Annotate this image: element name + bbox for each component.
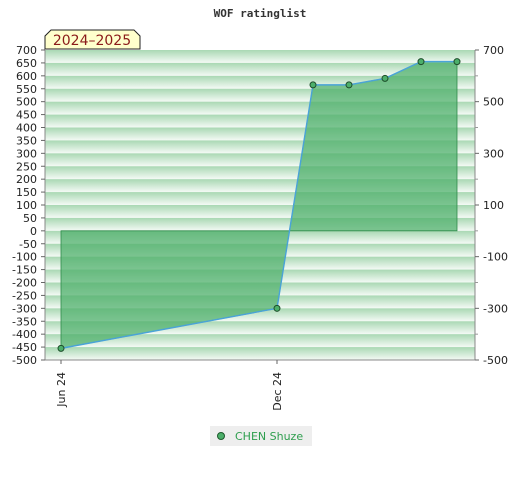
- y-left-tick-label: 300: [16, 147, 37, 160]
- y-left-tick-label: -50: [19, 238, 37, 251]
- y-right-tick-label: -300: [483, 302, 508, 315]
- y-left-tick-label: 0: [30, 225, 37, 238]
- y-left-tick-label: 450: [16, 109, 37, 122]
- data-point: [453, 58, 461, 66]
- x-tick-label: Dec 24: [271, 372, 284, 411]
- series-markers: [57, 58, 461, 352]
- y-left-tick-label: 100: [16, 199, 37, 212]
- legend-marker-icon: [217, 432, 225, 440]
- y-left-tick-label: -150: [12, 264, 37, 277]
- grid-band: [45, 347, 475, 360]
- y-right-tick-label: -500: [483, 354, 508, 367]
- grid-band: [45, 62, 475, 76]
- data-point: [417, 58, 425, 66]
- y-axis-right: 700 500 300 100 -100 -300 -500: [475, 44, 508, 367]
- legend-label: CHEN Shuze: [235, 430, 303, 443]
- y-left-tick-label: 350: [16, 134, 37, 147]
- y-left-tick-label: 700: [16, 44, 37, 57]
- data-point: [309, 81, 317, 89]
- y-right-tick-label: 700: [483, 44, 504, 57]
- y-left-tick-label: 400: [16, 122, 37, 135]
- y-left-tick-label: -100: [12, 251, 37, 264]
- season-badge-box: [44, 29, 141, 50]
- data-point: [57, 344, 65, 352]
- season-badge-label: 2024–2025: [53, 33, 131, 49]
- y-left-tick-label: -300: [12, 302, 37, 315]
- x-tick-label: Jun 24: [55, 372, 68, 408]
- y-left-tick-label: 250: [16, 160, 37, 173]
- data-point: [273, 304, 281, 312]
- legend-box: [210, 426, 312, 446]
- data-point: [381, 74, 389, 82]
- y-right-tick-label: 300: [483, 147, 504, 160]
- y-left-tick-label: -250: [12, 289, 37, 302]
- season-badge: 2024–2025: [44, 29, 141, 50]
- y-right-tick-label: 500: [483, 96, 504, 109]
- y-left-tick-label: -400: [12, 328, 37, 341]
- chart-title: WOF ratinglist: [214, 7, 307, 20]
- y-left-tick-label: -350: [12, 315, 37, 328]
- y-left-tick-label: 650: [16, 57, 37, 70]
- y-left-tick-label: -200: [12, 277, 37, 290]
- y-left-tick-label: 150: [16, 186, 37, 199]
- grid-band: [45, 334, 475, 348]
- y-left-tick-label: -500: [12, 354, 37, 367]
- y-left-tick-label: 200: [16, 173, 37, 186]
- grid-band: [45, 50, 475, 63]
- y-right-tick-label: -100: [483, 251, 508, 264]
- y-left-tick-label: 550: [16, 83, 37, 96]
- y-left-tick-label: -450: [12, 341, 37, 354]
- y-left-tick-label: 600: [16, 70, 37, 83]
- y-right-tick-label: 100: [483, 199, 504, 212]
- y-axis-left: 7006506005505004504003503002502001501005…: [12, 44, 45, 367]
- legend[interactable]: CHEN Shuze: [210, 426, 312, 446]
- x-axis: Jun 24 Dec 24: [55, 360, 284, 411]
- y-left-tick-label: 500: [16, 96, 37, 109]
- data-point: [345, 81, 353, 89]
- y-left-tick-label: 50: [23, 212, 37, 225]
